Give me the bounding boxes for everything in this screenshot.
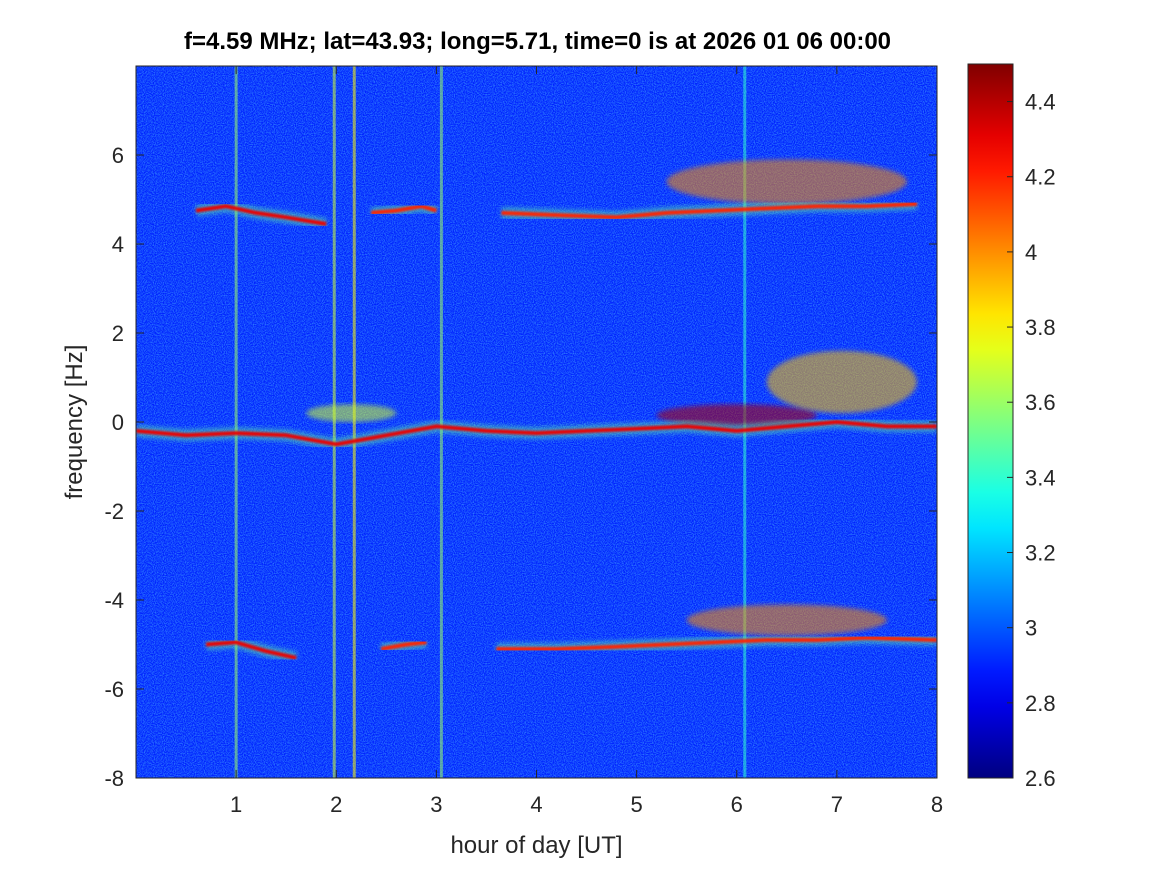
x-tick-label: 4 (530, 792, 542, 817)
colorbar-tick-label: 2.6 (1025, 766, 1056, 791)
x-tick-label: 3 (430, 792, 442, 817)
y-tick-label: 0 (112, 410, 124, 435)
plot-area (136, 66, 937, 778)
heatmap-blob (656, 404, 817, 427)
colorbar-ticks: 2.6 2.8 3 3.2 3.4 3.6 3.8 4 4.2 4.4 (1007, 90, 1056, 791)
trace-upper-3 (371, 204, 437, 215)
y-tick-label: 4 (112, 232, 124, 257)
trace-upper-2 (195, 204, 327, 226)
traces-layer (136, 197, 937, 664)
x-tick-label: 7 (831, 792, 843, 817)
colorbar-gradient (968, 64, 1013, 778)
x-axis-label: hour of day [UT] (450, 832, 623, 859)
x-axis: 1 2 3 4 5 6 7 8 (230, 66, 943, 817)
heatmap-blob (766, 350, 917, 414)
vertical-streak (332, 66, 336, 778)
colorbar-tick-label: 4.4 (1025, 90, 1056, 115)
colorbar-tick-label: 3 (1025, 616, 1037, 641)
y-tick-label: -2 (104, 499, 124, 524)
y-axis-label: frequency [Hz] (61, 344, 88, 500)
x-tick-label: 5 (631, 792, 643, 817)
trace-upper-4 (501, 201, 918, 220)
x-tick-label: 8 (931, 792, 943, 817)
colorbar-tick-label: 4 (1025, 240, 1037, 265)
trace-central (136, 420, 937, 447)
blobs-layer (306, 159, 917, 636)
y-axis: -8 -6 -4 -2 0 2 4 6 (104, 143, 937, 791)
colorbar-tick-label: 3.4 (1025, 465, 1056, 490)
trace-lower-2 (380, 640, 427, 651)
x-tick-label: 1 (230, 792, 242, 817)
trace-lower-3 (496, 635, 937, 651)
vertical-streak (352, 66, 356, 778)
colorbar-tick-label: 4.2 (1025, 165, 1056, 190)
x-tick-label: 2 (330, 792, 342, 817)
y-tick-label: -6 (104, 677, 124, 702)
y-tick-label: -4 (104, 588, 124, 613)
y-tick-label: 2 (112, 321, 124, 346)
colorbar-tick-label: 3.8 (1025, 315, 1056, 340)
y-tick-label: -8 (104, 766, 124, 791)
y-tick-label: 6 (112, 143, 124, 168)
chart-title: f=4.59 MHz; lat=43.93; long=5.71, time=0… (183, 28, 892, 55)
x-tick-label: 6 (731, 792, 743, 817)
vertical-streak (234, 66, 238, 778)
colorbar-frame (967, 63, 1014, 779)
colorbar-tick-label: 2.8 (1025, 691, 1056, 716)
colorbar-tick-label: 3.6 (1025, 390, 1056, 415)
colorbar: 2.6 2.8 3 3.2 3.4 3.6 3.8 4 4.2 4.4 (967, 63, 1056, 791)
colorbar-tick-label: 3.2 (1025, 541, 1056, 566)
trace-lower-1 (205, 640, 297, 660)
heatmap-blob (686, 604, 887, 636)
heatmap-blob (666, 159, 907, 204)
heatmap-blob (306, 404, 397, 422)
